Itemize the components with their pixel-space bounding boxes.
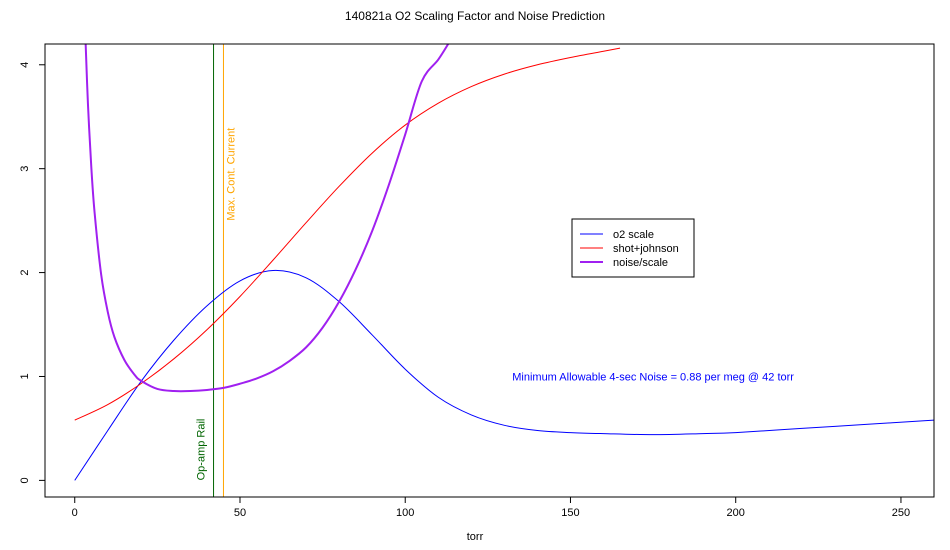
plot-frame: [44, 43, 935, 498]
x-tick-label: 0: [72, 507, 78, 519]
y-tick-label: 4: [19, 62, 31, 68]
x-axis: 0 50 100 150 200 250: [72, 497, 910, 519]
series-line-1: [74, 269, 934, 481]
y-tick-label: 0: [19, 477, 31, 483]
x-tick-label: 250: [892, 507, 910, 519]
y-axis: 0 1 2 3 4: [19, 62, 45, 483]
legend-label-3: noise/scale: [613, 257, 668, 269]
annotation-1: Minimum Allowable 4-sec Noise = 0.88 per…: [512, 371, 794, 383]
vline-label-max-current: Max. Cont. Current: [225, 128, 237, 221]
series-line-2: [74, 47, 621, 421]
legend-label-2: shot+johnson: [613, 243, 679, 255]
y-tick-label: 2: [19, 270, 31, 276]
x-tick-label: 50: [234, 507, 246, 519]
series-line-3: [84, 44, 450, 393]
y-tick-label: 1: [19, 373, 31, 379]
x-tick-label: 200: [727, 507, 745, 519]
x-tick-label: 150: [561, 507, 579, 519]
legend-label-1: o2 scale: [613, 229, 654, 241]
chart-title: 140821a O2 Scaling Factor and Noise Pred…: [345, 9, 605, 23]
vline-label-op-amp: Op-amp Rail: [196, 419, 208, 481]
x-axis-label: torr: [467, 531, 484, 543]
x-tick-label: 100: [396, 507, 414, 519]
y-tick-label: 3: [19, 166, 31, 172]
legend: o2 scale shot+johnson noise/scale: [571, 218, 695, 278]
plot-area: [74, 44, 934, 497]
